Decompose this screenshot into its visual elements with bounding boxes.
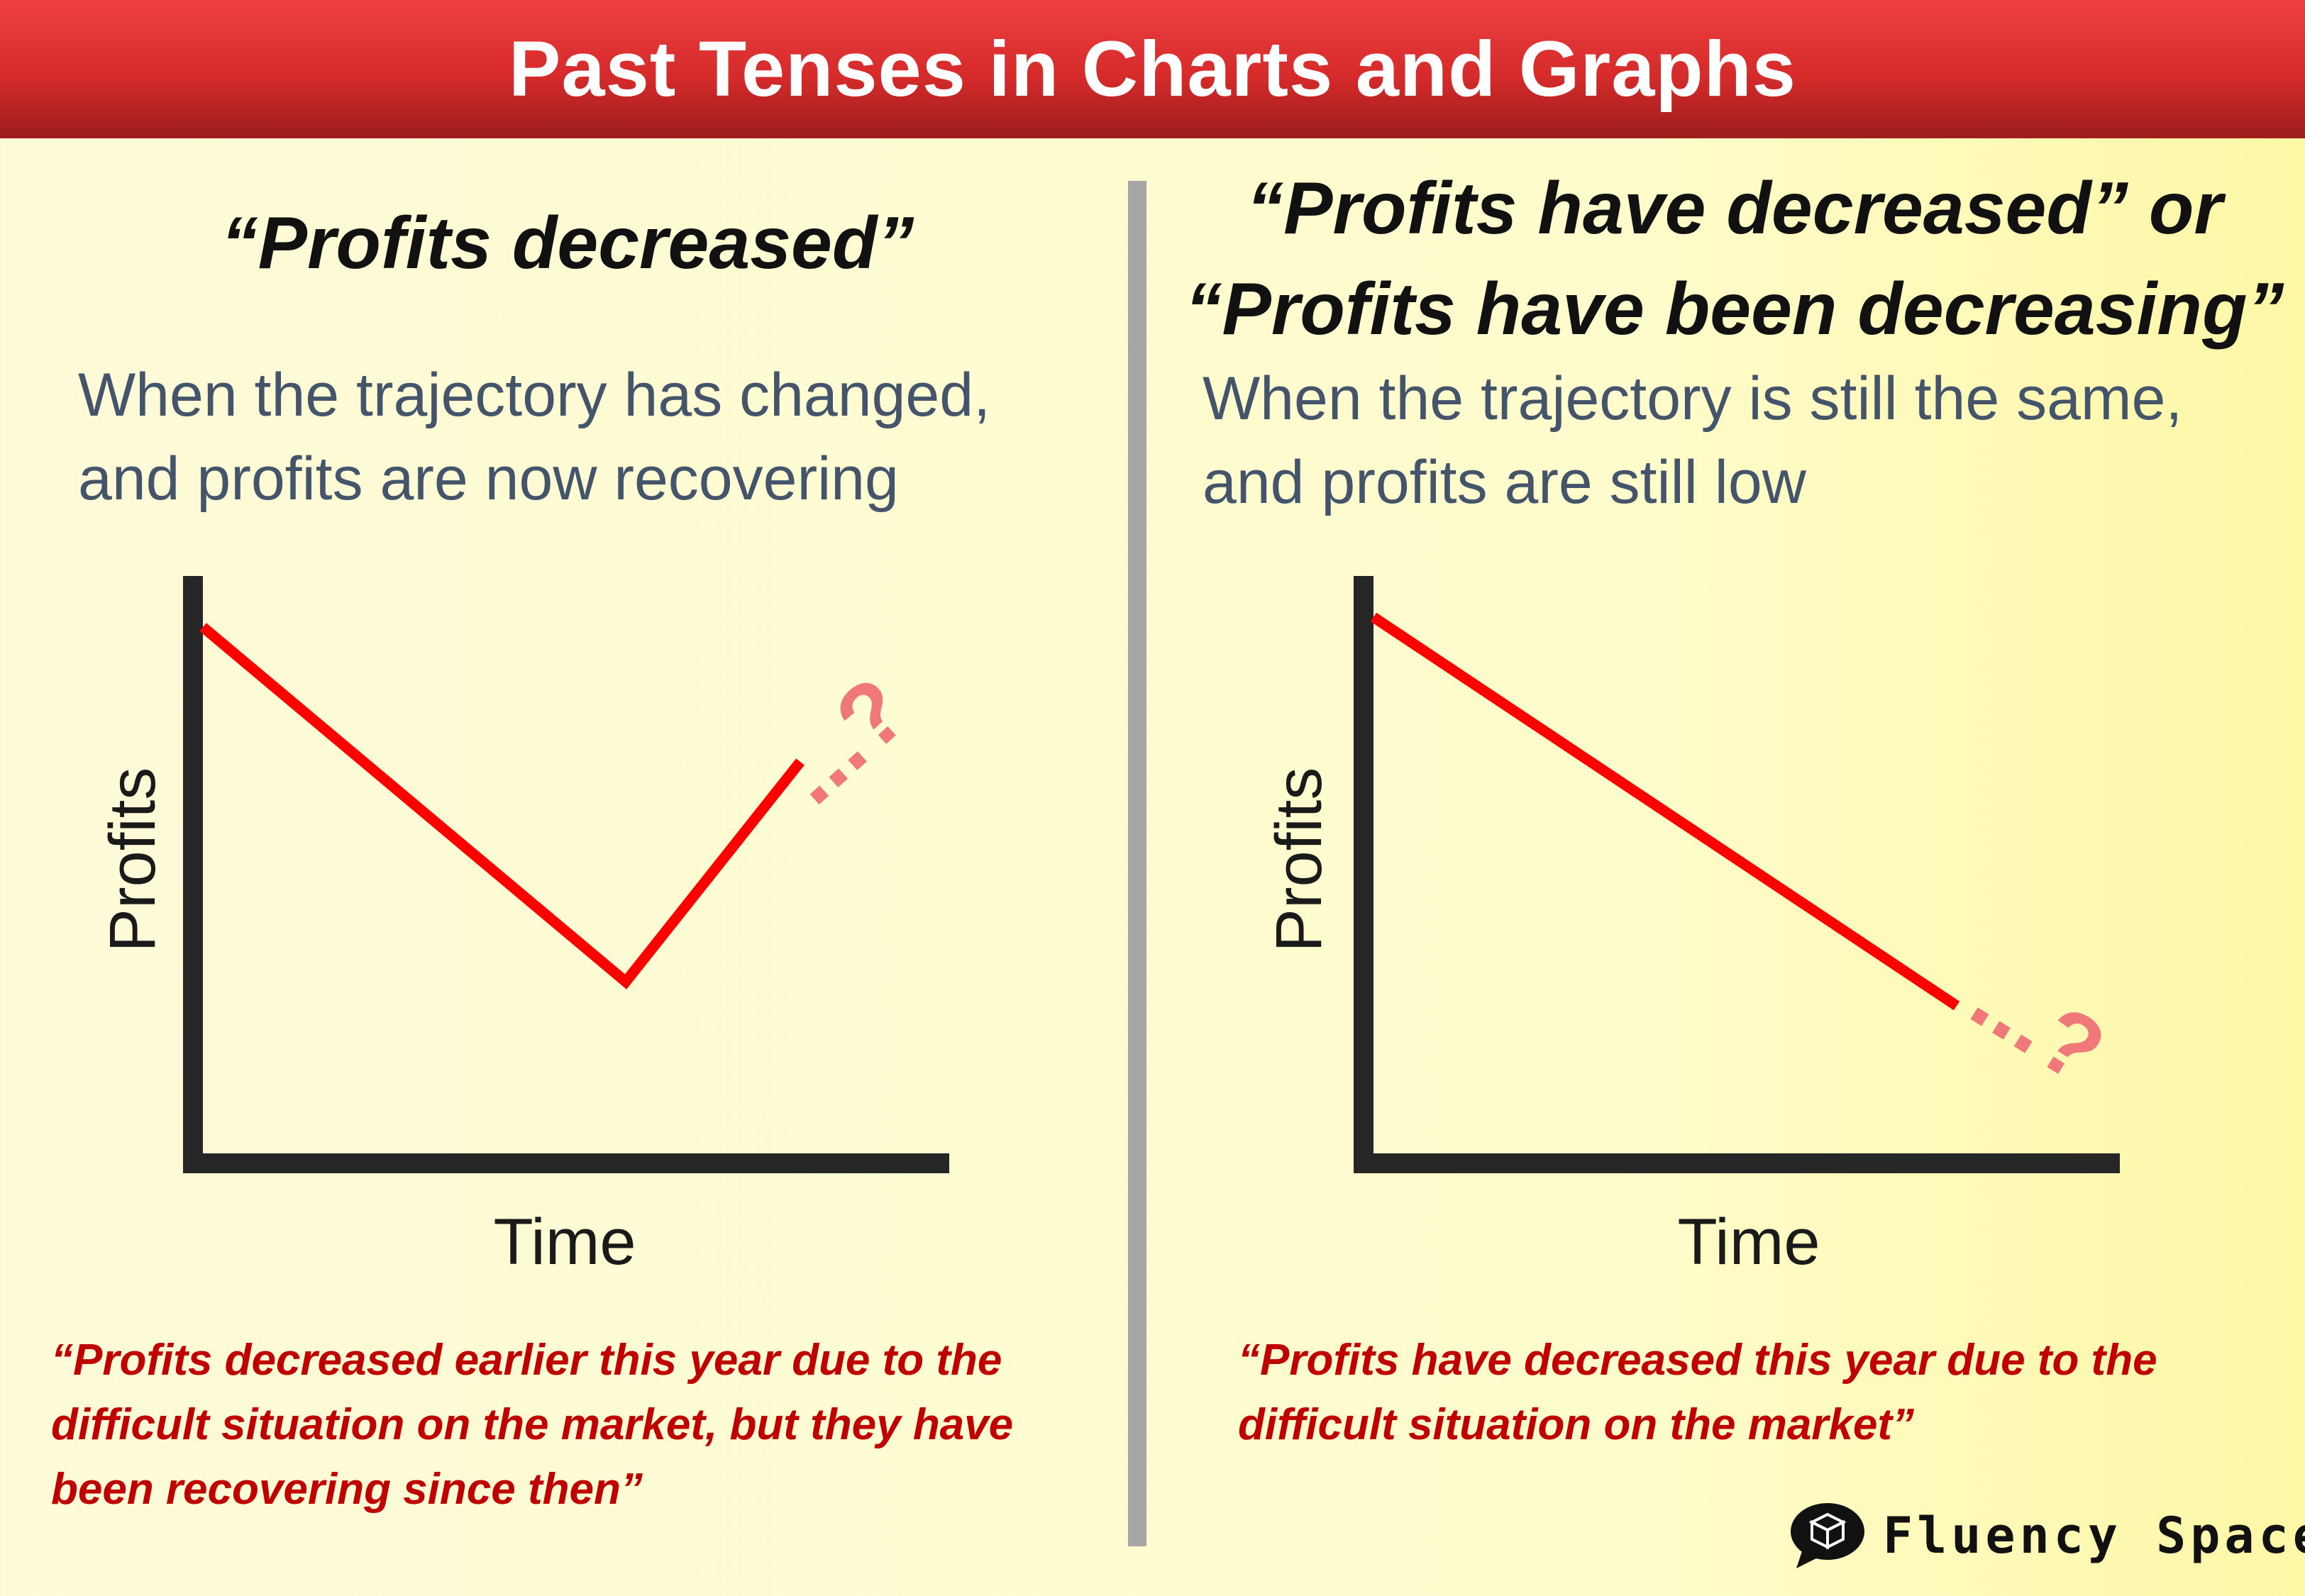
left-quote-line: difficult situation on the market, but t… — [51, 1400, 1014, 1449]
left-y-axis-label: Profits — [96, 767, 169, 953]
panel-divider — [1128, 181, 1146, 1546]
left-description: When the trajectory has changed, and pro… — [78, 353, 990, 521]
right-description-line: When the trajectory is still the same, — [1203, 365, 2183, 433]
right-heading-line: “Profits have been decreasing” — [1185, 268, 2284, 350]
left-description-line: When the trajectory has changed, — [78, 361, 990, 429]
left-trend-line — [199, 623, 805, 990]
right-example-quote: “Profits have decreased this year due to… — [1238, 1328, 2157, 1457]
right-continuation-mark: ...? — [1955, 945, 2123, 1103]
right-x-axis — [1354, 1153, 2120, 1173]
right-heading-line: “Profits have decreased” or — [1247, 167, 2223, 250]
left-quote-line: been recovering since then” — [51, 1465, 643, 1514]
right-quote-line: difficult situation on the market” — [1238, 1400, 1915, 1449]
speech-bubble-cube-icon — [1791, 1503, 1864, 1568]
header-bar: Past Tenses in Charts and Graphs — [0, 0, 2305, 138]
right-heading: “Profits have decreased” or “Profits hav… — [1178, 158, 2292, 360]
left-heading-line: “Profits decreased” — [221, 202, 914, 284]
left-x-axis-label: Time — [493, 1206, 636, 1278]
right-description: When the trajectory is still the same, a… — [1203, 357, 2182, 524]
right-y-axis — [1354, 576, 1373, 1170]
brand-name: Fluency Space — [1883, 1507, 2305, 1565]
left-quote-line: “Profits decreased earlier this year due… — [51, 1336, 1002, 1385]
left-description-line: and profits are now recovering — [78, 445, 899, 513]
left-heading: “Profits decreased” — [114, 193, 1022, 294]
page-title: Past Tenses in Charts and Graphs — [509, 26, 1796, 113]
right-quote-line: “Profits have decreased this year due to… — [1238, 1336, 2157, 1385]
left-example-quote: “Profits decreased earlier this year due… — [51, 1328, 1013, 1522]
right-x-axis-label: Time — [1677, 1206, 1820, 1278]
left-graph: ...? Profits Time — [96, 576, 949, 1278]
left-x-axis — [183, 1153, 949, 1173]
left-y-axis — [183, 576, 203, 1170]
right-y-axis-label: Profits — [1263, 767, 1335, 953]
right-description-line: and profits are still low — [1203, 448, 1806, 516]
right-trend-line — [1370, 612, 1960, 1011]
brand-logo: Fluency Space — [1788, 1500, 2305, 1571]
